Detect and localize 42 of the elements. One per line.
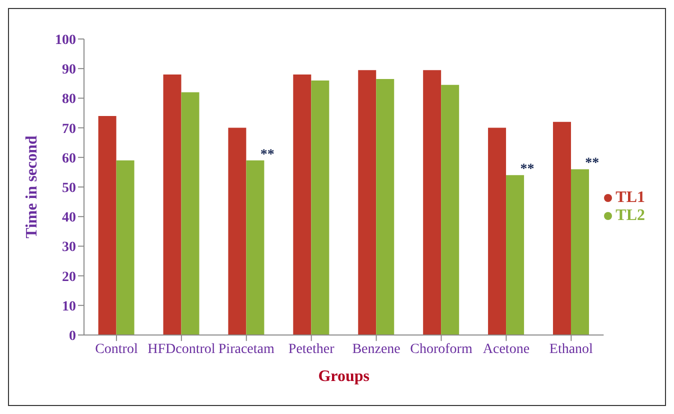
bar <box>506 175 524 335</box>
bar <box>228 128 246 335</box>
x-tick-label: Petether <box>288 342 335 357</box>
bar <box>358 70 376 335</box>
bar <box>98 116 116 335</box>
x-tick-label: Acetone <box>482 342 530 357</box>
annotation: ** <box>520 162 534 178</box>
y-tick-label: 30 <box>62 240 76 256</box>
annotation: ** <box>585 156 600 172</box>
bar <box>181 92 200 335</box>
y-tick-label: 40 <box>62 210 76 226</box>
x-tick-label: Choroform <box>410 342 472 357</box>
bar <box>246 160 264 335</box>
legend-label: TL2 <box>616 207 645 224</box>
bar <box>311 80 330 335</box>
annotation: ** <box>260 147 274 162</box>
bar <box>441 84 460 335</box>
x-tick-label: Control <box>95 342 138 357</box>
y-tick-label: 10 <box>62 299 76 314</box>
y-tick-label: 70 <box>62 122 76 137</box>
bar <box>116 160 134 335</box>
y-tick-label: 50 <box>62 180 76 196</box>
x-tick-label: Benzene <box>352 342 400 357</box>
bar <box>376 78 394 335</box>
y-tick-label: 90 <box>62 62 76 78</box>
x-axis-title: Groups <box>318 368 370 385</box>
bar <box>488 128 506 335</box>
y-tick-label: 0 <box>69 328 76 344</box>
x-tick-label: HFDcontrol <box>148 342 216 357</box>
x-tick-label: Piracetam <box>218 342 274 357</box>
bar <box>163 74 182 335</box>
bar <box>570 169 589 335</box>
y-tick-label: 100 <box>55 32 76 48</box>
bar <box>423 70 442 335</box>
y-tick-label: 60 <box>62 151 76 166</box>
y-tick-label: 20 <box>62 270 76 285</box>
bar <box>293 74 312 335</box>
y-axis-title: Time in second <box>24 135 41 238</box>
legend-label: TL1 <box>616 189 645 206</box>
y-tick-label: 80 <box>62 92 76 108</box>
x-tick-label: Ethanol <box>549 342 594 357</box>
bar <box>552 122 571 335</box>
